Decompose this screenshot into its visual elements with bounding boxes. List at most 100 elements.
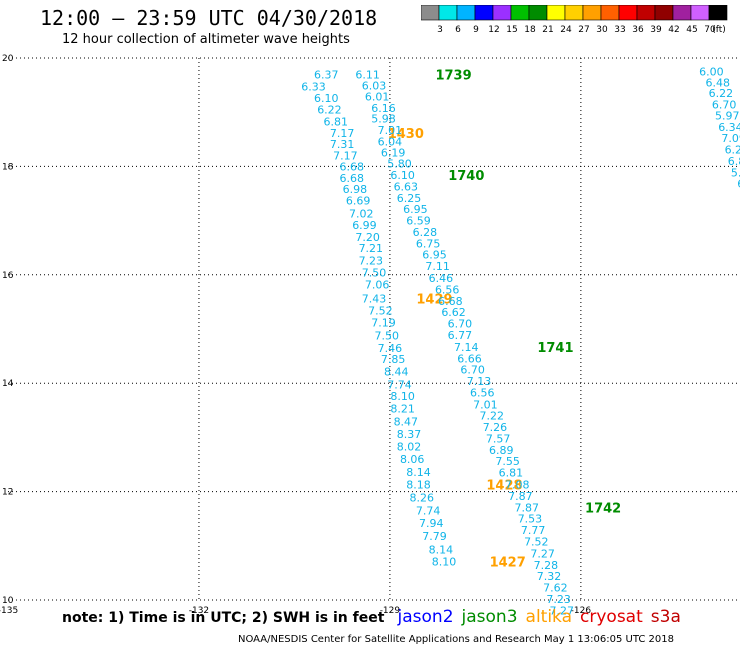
wave-height-value: 7.79: [422, 530, 447, 543]
color-swatch-label: 24: [560, 25, 572, 35]
wave-height-value: 6.70: [460, 364, 485, 377]
wave-height-value: 6.95: [422, 249, 447, 262]
color-swatch-label: 42: [668, 25, 679, 35]
wave-height-plot: -135-132-129-126-1231012141618206.376.33…: [0, 54, 740, 615]
x-tick-label: -135: [0, 606, 18, 615]
x-tick-label: -126: [571, 606, 592, 615]
mission-legend-cryosat: cryosat: [580, 607, 643, 627]
wave-height-value: 6.98: [343, 183, 368, 196]
wave-height-value: 6.68: [339, 160, 364, 173]
wave-height-value: 6.10: [390, 169, 415, 182]
wave-height-value: 6.70: [448, 318, 473, 331]
wave-height-value: 7.50: [362, 267, 387, 280]
wave-height-value: 6.81: [499, 467, 524, 480]
wave-height-value: 6.70: [712, 99, 737, 112]
mission-legend: jason2 jason3 altika cryosat s3a: [390, 607, 681, 627]
wave-height-value: 6.22: [709, 87, 734, 100]
wave-height-value: 8.06: [400, 453, 425, 466]
pass-time-label: 1427: [490, 556, 526, 571]
wave-height-value: 7.77: [521, 524, 546, 537]
wave-height-value: 6.00: [699, 66, 724, 79]
wave-height-value: 6.63: [394, 180, 419, 193]
wave-height-value: 8.26: [409, 492, 434, 505]
wave-height-value: 6.62: [441, 306, 466, 319]
wave-height-value: 7.01: [473, 398, 498, 411]
wave-height-value: 8.10: [390, 390, 415, 403]
wave-height-value: 6.10: [314, 92, 339, 105]
wave-height-value: 6.11: [355, 68, 380, 81]
wave-height-value: 7.87: [508, 490, 533, 503]
wave-height-value: 7.52: [524, 535, 549, 548]
pass-time-label: 1428: [486, 479, 522, 494]
wave-height-value: 7.87: [515, 501, 540, 514]
color-swatch-label: 36: [632, 25, 644, 35]
wave-height-value: 7.85: [381, 353, 406, 366]
wave-height-value: 7.17: [330, 127, 355, 140]
y-tick-label: 14: [2, 379, 14, 389]
pass-time-label: 1741: [537, 341, 573, 356]
wave-height-value: 6.68: [339, 172, 364, 185]
wave-height-value: 8.18: [406, 479, 431, 492]
wave-height-value: 7.08: [505, 479, 530, 492]
wave-height-value: 7.17: [333, 150, 358, 163]
wave-height-value: 7.09: [721, 132, 740, 145]
wave-height-value: 7.21: [359, 242, 384, 255]
units-note: note: 1) Time is in UTC; 2) SWH is in fe…: [62, 610, 385, 626]
wave-height-value: 5.97: [715, 109, 740, 122]
wave-height-value: 7.43: [362, 293, 387, 306]
wave-height-value: 6.68: [438, 295, 463, 308]
mission-legend-jason2: jason2: [397, 607, 454, 627]
wave-height-value: 7.02: [349, 208, 374, 221]
wave-height-value: 7.19: [371, 316, 396, 329]
wave-height-value: 6.81: [324, 115, 349, 128]
chart-subtitle: 12 hour collection of altimeter wave hei…: [62, 32, 350, 47]
wave-height-value: 6.81: [728, 155, 740, 168]
color-swatch-label: 6: [455, 25, 461, 35]
mission-legend-jason3: jason3: [461, 607, 518, 627]
x-tick-label: -132: [189, 606, 209, 615]
wave-height-value: 7.74: [387, 378, 412, 391]
wave-height-value: 8.10: [432, 556, 457, 569]
wave-height-value: 6.25: [397, 192, 422, 205]
wave-height-value: 7.20: [355, 231, 380, 244]
color-swatch-label: 9: [473, 25, 479, 35]
color-swatch-label: 70: [704, 25, 716, 35]
color-swatch: [708, 5, 728, 21]
mission-legend-altika: altika: [525, 607, 573, 627]
wave-height-value: 7.11: [425, 260, 450, 273]
wave-height-value: 6.03: [362, 80, 387, 93]
wave-height-value: 7.01: [378, 124, 403, 137]
wave-height-value: 6.46: [429, 272, 454, 285]
color-swatch-label: 15: [506, 25, 517, 35]
x-tick-label: -129: [380, 606, 401, 615]
wave-height-value: 8.21: [390, 403, 415, 416]
wave-height-value: 6.19: [381, 146, 406, 159]
wave-height-value: 7.55: [495, 455, 520, 468]
color-swatch-label: 18: [524, 25, 536, 35]
y-tick-label: 12: [2, 488, 13, 498]
wave-height-value: 6.95: [403, 203, 428, 216]
credit-line: NOAA/NESDIS Center for Satellite Applica…: [238, 634, 674, 645]
wave-height-value: 7.62: [543, 582, 568, 595]
wave-height-value: 6.16: [371, 102, 396, 115]
wave-height-value: 6.59: [406, 215, 431, 228]
color-unit-label: (ft): [712, 25, 726, 35]
color-swatch-label: 30: [596, 25, 608, 35]
wave-height-value: 8.44: [384, 365, 409, 378]
wave-height-value: 7.27: [530, 547, 555, 560]
wave-height-value: 6.37: [314, 68, 339, 81]
wave-height-value: 6.28: [413, 226, 438, 239]
wave-height-value: 5.80: [387, 158, 412, 171]
wave-height-value: 6.28: [725, 144, 740, 157]
wave-height-value: 6.89: [489, 444, 514, 457]
wave-height-value: 6.77: [448, 329, 473, 342]
color-swatch-label: 33: [614, 25, 625, 35]
pass-time-label: 1742: [585, 501, 621, 516]
color-swatch-label: 45: [686, 25, 697, 35]
color-scale-legend: 3 6 9 12 15 18 21 24 27 30 33 36 39 42 45 70(ft): [421, 5, 728, 35]
y-tick-label: 20: [2, 54, 14, 64]
wave-height-value: 8.14: [429, 544, 454, 557]
wave-height-value: 7.53: [518, 513, 543, 526]
wave-height-value: 7.57: [486, 432, 511, 445]
chart-title: 12:00 – 23:59 UTC 04/30/2018: [40, 6, 378, 30]
